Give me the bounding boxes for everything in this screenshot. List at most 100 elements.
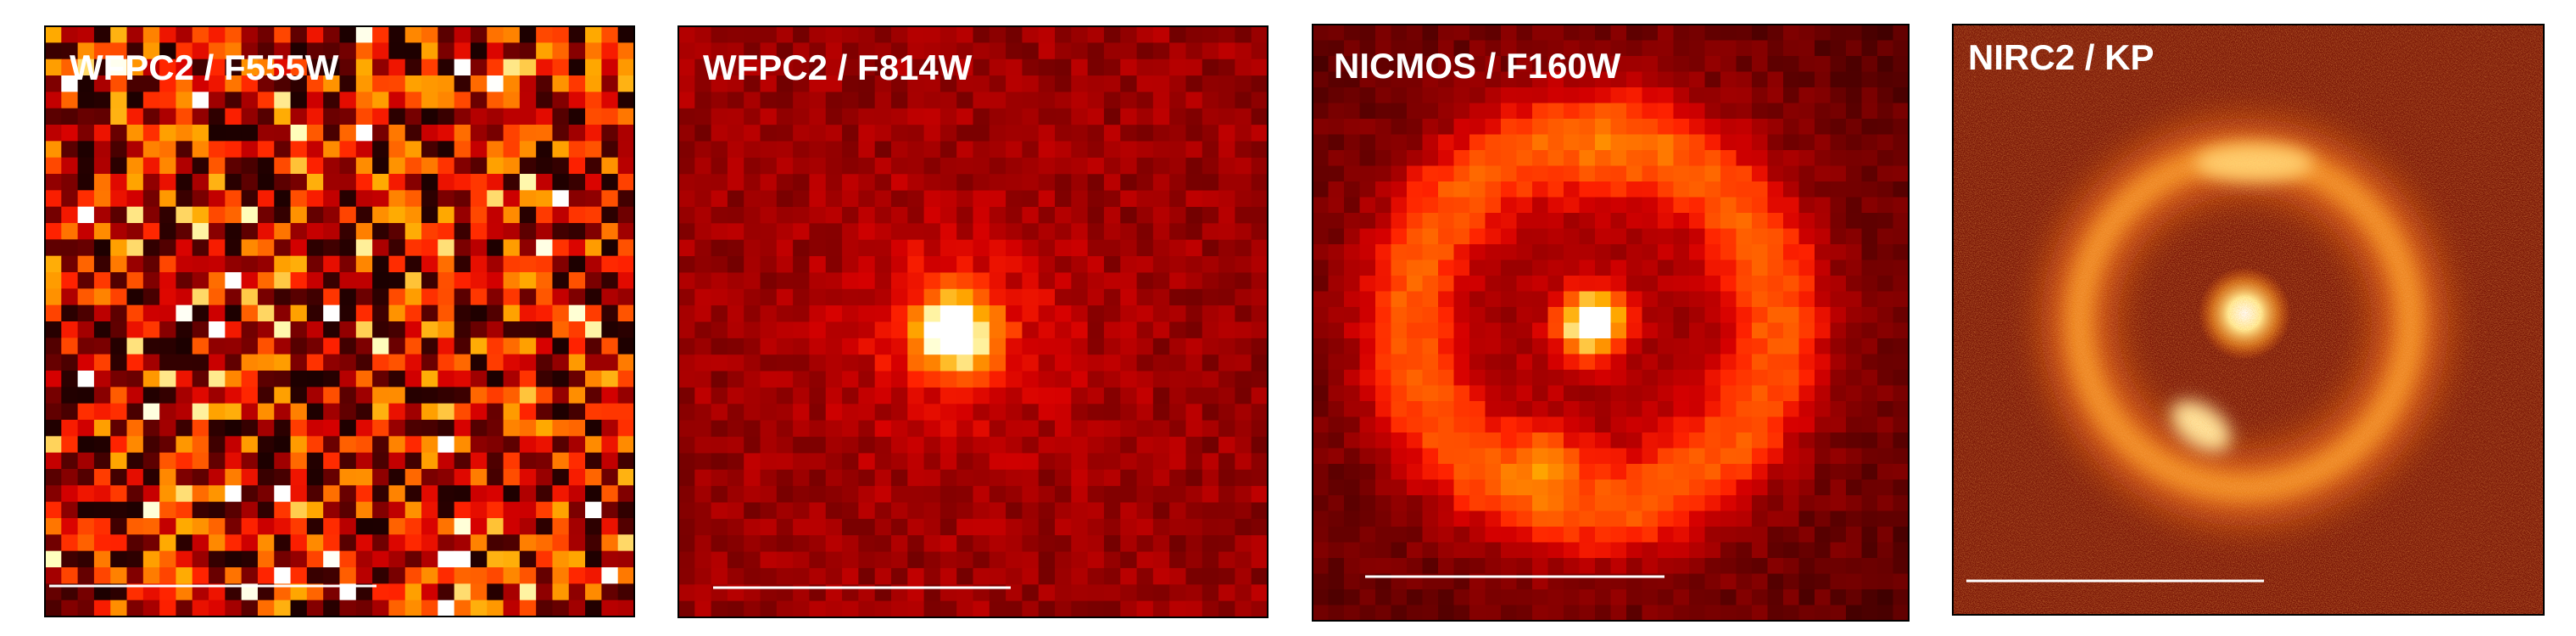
pixel bbox=[454, 255, 471, 273]
pixel bbox=[1169, 453, 1187, 471]
pixel bbox=[421, 108, 438, 126]
pixel bbox=[1673, 71, 1690, 88]
pixel bbox=[711, 420, 728, 438]
pixel bbox=[438, 59, 455, 76]
pixel bbox=[678, 75, 695, 93]
pixel bbox=[809, 600, 827, 618]
pixel bbox=[404, 92, 422, 109]
pixel bbox=[1391, 228, 1408, 245]
pixel bbox=[1704, 307, 1721, 324]
pixel bbox=[1422, 119, 1439, 136]
pixel bbox=[1752, 165, 1769, 182]
pixel bbox=[1501, 244, 1518, 261]
pixel bbox=[1893, 527, 1910, 544]
pixel bbox=[372, 125, 390, 142]
pixel bbox=[209, 239, 226, 257]
pixel bbox=[1626, 354, 1643, 371]
pixel bbox=[711, 288, 728, 306]
pixel bbox=[1136, 354, 1154, 372]
pixel bbox=[1120, 420, 1138, 438]
pixel bbox=[388, 304, 406, 322]
pixel bbox=[1893, 558, 1910, 575]
pixel bbox=[421, 223, 438, 240]
pixel bbox=[1006, 486, 1023, 504]
pixel bbox=[93, 75, 111, 92]
pixel bbox=[1235, 354, 1252, 372]
pixel bbox=[1071, 75, 1089, 93]
pixel bbox=[1642, 448, 1659, 465]
pixel bbox=[973, 42, 990, 60]
pixel bbox=[1610, 354, 1627, 371]
pixel bbox=[1235, 502, 1252, 520]
pixel bbox=[1485, 401, 1502, 418]
pixel bbox=[744, 206, 761, 224]
pixel bbox=[470, 518, 488, 535]
pixel bbox=[1736, 103, 1753, 120]
pixel bbox=[1438, 495, 1455, 512]
pixel bbox=[1626, 181, 1643, 198]
pixel bbox=[1610, 71, 1627, 88]
pixel bbox=[842, 502, 859, 520]
pixel bbox=[711, 26, 728, 43]
pixel bbox=[1516, 87, 1533, 104]
pixel bbox=[209, 452, 226, 470]
pixel bbox=[1846, 354, 1863, 371]
pixel bbox=[973, 125, 990, 142]
pixel bbox=[503, 403, 521, 421]
pixel bbox=[1642, 244, 1659, 261]
pixel bbox=[1861, 322, 1878, 339]
pixel bbox=[989, 305, 1006, 323]
pixel bbox=[1313, 416, 1330, 433]
pixel bbox=[355, 403, 373, 421]
pixel bbox=[176, 321, 193, 338]
pixel bbox=[225, 141, 243, 159]
pixel bbox=[1038, 239, 1056, 257]
pixel bbox=[1152, 223, 1170, 241]
pixel bbox=[825, 108, 843, 126]
pixel bbox=[1453, 40, 1470, 57]
pixel bbox=[1720, 354, 1737, 371]
pixel bbox=[1893, 181, 1910, 198]
pixel bbox=[421, 272, 438, 289]
pixel bbox=[1626, 228, 1643, 245]
pixel bbox=[225, 75, 243, 92]
pixel bbox=[1626, 527, 1643, 544]
pixel bbox=[1103, 453, 1121, 471]
pixel bbox=[1071, 404, 1089, 421]
pixel bbox=[1595, 307, 1612, 324]
pixel bbox=[1564, 527, 1581, 544]
pixel bbox=[568, 321, 586, 338]
pixel bbox=[1251, 206, 1268, 224]
pixel bbox=[1438, 448, 1455, 465]
pixel bbox=[1469, 370, 1486, 387]
pixel bbox=[274, 469, 292, 486]
pixel bbox=[1152, 321, 1170, 339]
pixel bbox=[45, 108, 62, 126]
pixel bbox=[536, 387, 554, 404]
pixel bbox=[1087, 239, 1105, 257]
pixel bbox=[1391, 322, 1408, 339]
pixel bbox=[1642, 150, 1659, 167]
pixel bbox=[842, 354, 859, 372]
pixel bbox=[1893, 479, 1910, 496]
pixel bbox=[890, 141, 908, 159]
pixel bbox=[388, 387, 406, 404]
pixel bbox=[711, 42, 728, 60]
pixel bbox=[1328, 354, 1345, 371]
pixel bbox=[711, 141, 728, 159]
pixel bbox=[973, 371, 990, 388]
pixel bbox=[890, 387, 908, 404]
pixel bbox=[1218, 486, 1235, 504]
pixel bbox=[1767, 40, 1784, 57]
pixel bbox=[1328, 495, 1345, 512]
pixel bbox=[306, 190, 324, 208]
pixel bbox=[1547, 605, 1564, 622]
pixel bbox=[842, 338, 859, 355]
pixel bbox=[1344, 432, 1361, 449]
pixel bbox=[470, 452, 488, 470]
pixel bbox=[355, 26, 373, 43]
pixel bbox=[1610, 401, 1627, 418]
pixel bbox=[1313, 71, 1330, 88]
pixel bbox=[907, 272, 925, 290]
pixel bbox=[907, 239, 925, 257]
